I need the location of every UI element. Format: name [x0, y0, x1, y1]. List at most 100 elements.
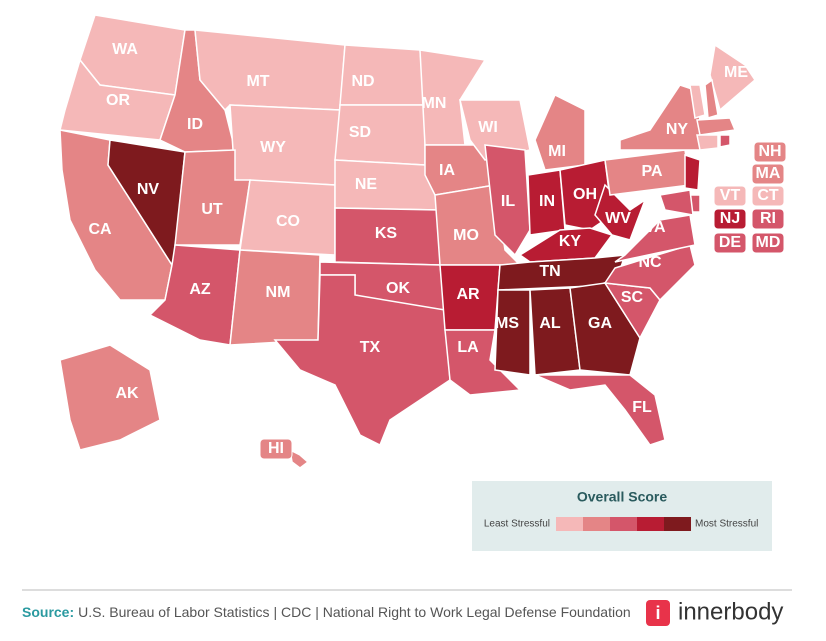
- state-shape: [719, 134, 731, 148]
- state-shape: [534, 374, 666, 446]
- states: [59, 14, 756, 469]
- logo-icon: i: [655, 603, 660, 623]
- state-label: MD: [756, 234, 781, 251]
- legend-swatch: [610, 517, 637, 531]
- state-label: ID: [187, 116, 203, 133]
- state-label: IL: [501, 193, 515, 210]
- legend-swatch: [583, 517, 610, 531]
- state-shape: [194, 29, 346, 112]
- state-label-box: [713, 232, 747, 254]
- state-label: NC: [638, 254, 662, 271]
- state-label: WY: [260, 139, 286, 156]
- state-label: AL: [539, 315, 561, 332]
- legend-low: Least Stressful: [484, 519, 550, 530]
- state-label: VA: [644, 219, 665, 236]
- state-label-box: [713, 208, 747, 230]
- state-label-box: [751, 232, 785, 254]
- state-label: TX: [360, 339, 381, 356]
- state-label: CO: [276, 213, 300, 230]
- legend-high: Most Stressful: [695, 519, 758, 530]
- state-label: PA: [641, 163, 662, 180]
- state-label: KS: [375, 225, 398, 242]
- state-shape: [534, 93, 586, 171]
- legend-swatches: [556, 517, 691, 531]
- state-label-box: [753, 141, 787, 163]
- state-label: VT: [720, 187, 741, 204]
- state-label: WI: [478, 119, 498, 136]
- brand: innerbody: [678, 598, 783, 625]
- state-label-box: [259, 438, 293, 460]
- state-label: MO: [453, 227, 479, 244]
- state-label-box: [713, 185, 747, 207]
- state-label: NJ: [720, 210, 740, 227]
- state-label: UT: [201, 201, 223, 218]
- state-shape: [659, 189, 694, 216]
- state-shape: [594, 183, 647, 241]
- state-label-box: [751, 185, 785, 207]
- state-label: RI: [760, 210, 776, 227]
- state-labels: WA OR CA NV ID MT WY UT CO AZ NM ND SD NE KS OK TX MN IA MO…: [88, 41, 787, 460]
- source: Source: U.S. Bureau of Labor Statistics |…: [22, 604, 631, 620]
- source-text: U.S. Bureau of Labor Statistics | CDC | …: [78, 604, 631, 620]
- state-label: ND: [351, 73, 374, 90]
- state-label: MS: [495, 315, 519, 332]
- state-shape: [569, 282, 641, 376]
- state-label: KY: [559, 233, 582, 250]
- state-label-box: [751, 163, 785, 185]
- state-label: LA: [457, 339, 479, 356]
- state-shape: [419, 49, 487, 146]
- state-label: MN: [422, 95, 447, 112]
- state-shape: [289, 448, 310, 469]
- state-shape: [696, 134, 719, 151]
- state-label: OK: [386, 280, 410, 297]
- state-shape: [696, 117, 737, 136]
- state-shape: [273, 274, 451, 447]
- state-label: IN: [539, 193, 555, 210]
- legend-title: Overall Score: [577, 489, 667, 505]
- state-label: AK: [115, 385, 139, 402]
- state-label: NE: [355, 176, 378, 193]
- state-label: OH: [573, 186, 597, 203]
- state-shape: [59, 344, 161, 451]
- state-label: FL: [632, 399, 652, 416]
- state-label: WV: [605, 210, 631, 227]
- state-label: MT: [246, 73, 269, 90]
- state-shape: [684, 153, 701, 191]
- state-label: OR: [106, 92, 130, 109]
- state-label: NV: [137, 181, 160, 198]
- state-shape: [444, 329, 522, 396]
- state-label: AR: [456, 286, 480, 303]
- state-shape: [494, 289, 531, 376]
- state-label: NH: [758, 143, 781, 160]
- legend-swatch: [556, 517, 583, 531]
- state-shape: [689, 84, 706, 119]
- state-label-box: [751, 208, 785, 230]
- source-label: Source:: [22, 604, 74, 620]
- state-label: GA: [588, 315, 612, 332]
- legend-swatch: [637, 517, 664, 531]
- state-label: WA: [112, 41, 138, 58]
- legend-box: [472, 481, 772, 551]
- state-shape: [484, 144, 531, 257]
- state-label: DE: [719, 234, 742, 251]
- state-shape: [709, 43, 756, 112]
- legend-swatch: [664, 517, 691, 531]
- logo-icon-box: [646, 600, 670, 626]
- state-label: AZ: [189, 281, 211, 298]
- state-shape: [614, 214, 696, 263]
- state-label: HI: [268, 440, 284, 457]
- state-label: IA: [439, 162, 455, 179]
- state-label: MI: [548, 143, 566, 160]
- state-label: CT: [757, 187, 779, 204]
- state-label: SC: [621, 289, 644, 306]
- state-label: MA: [756, 165, 781, 182]
- state-label: ME: [724, 64, 748, 81]
- state-label: SD: [349, 124, 371, 141]
- state-label: NM: [266, 284, 291, 301]
- state-label: TN: [539, 263, 560, 280]
- state-label: NY: [666, 121, 689, 138]
- state-label: CA: [88, 221, 112, 238]
- state-shape: [434, 184, 522, 266]
